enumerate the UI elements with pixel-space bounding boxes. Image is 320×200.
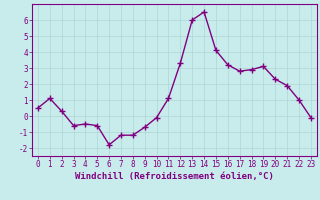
X-axis label: Windchill (Refroidissement éolien,°C): Windchill (Refroidissement éolien,°C) [75, 172, 274, 181]
